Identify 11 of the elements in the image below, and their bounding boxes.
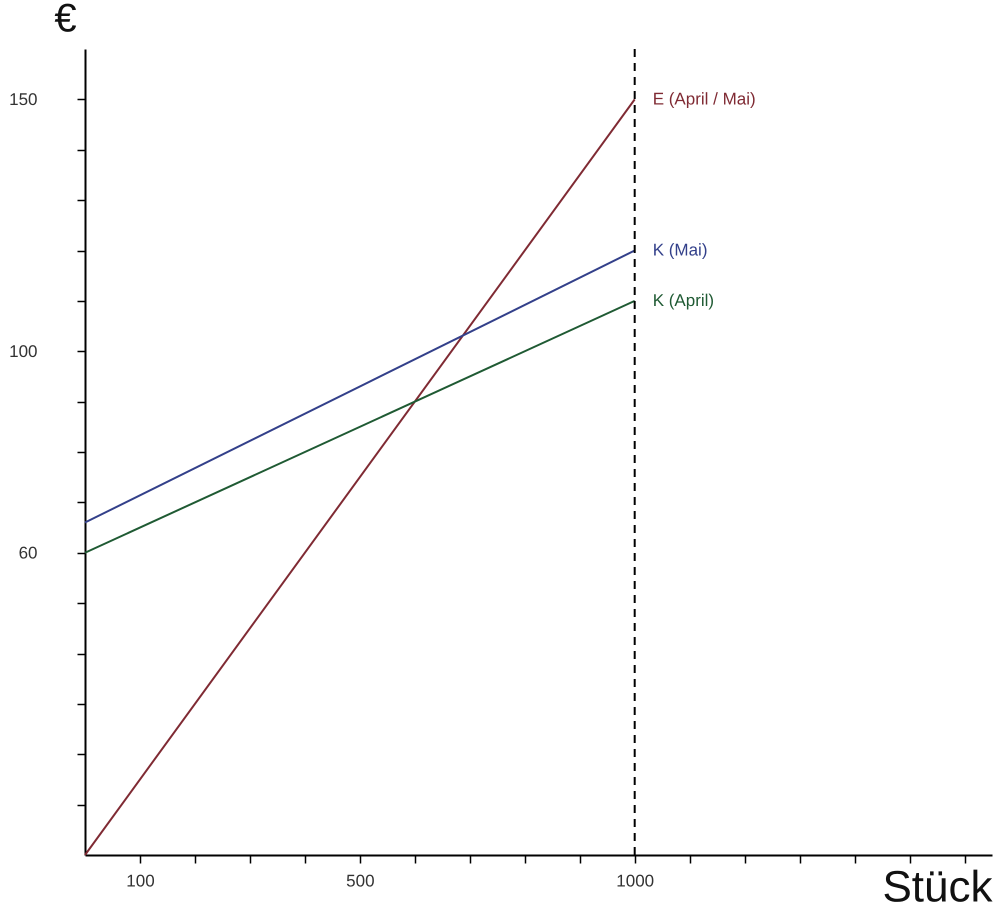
series-label: E (April / Mai) (652, 89, 756, 108)
series-label: K (Mai) (652, 240, 708, 260)
x-tick-label: 500 (346, 872, 375, 890)
series-label: K (April) (652, 290, 714, 310)
y-axis-title: € (54, 0, 77, 40)
x-axis-title: Stück (882, 862, 994, 912)
x-tick-label: 1000 (616, 872, 654, 890)
x-tick-label: 100 (126, 872, 155, 890)
y-tick-label: 150 (9, 90, 38, 109)
y-tick-label: 100 (9, 342, 38, 361)
y-tick-label: 60 (18, 543, 38, 562)
